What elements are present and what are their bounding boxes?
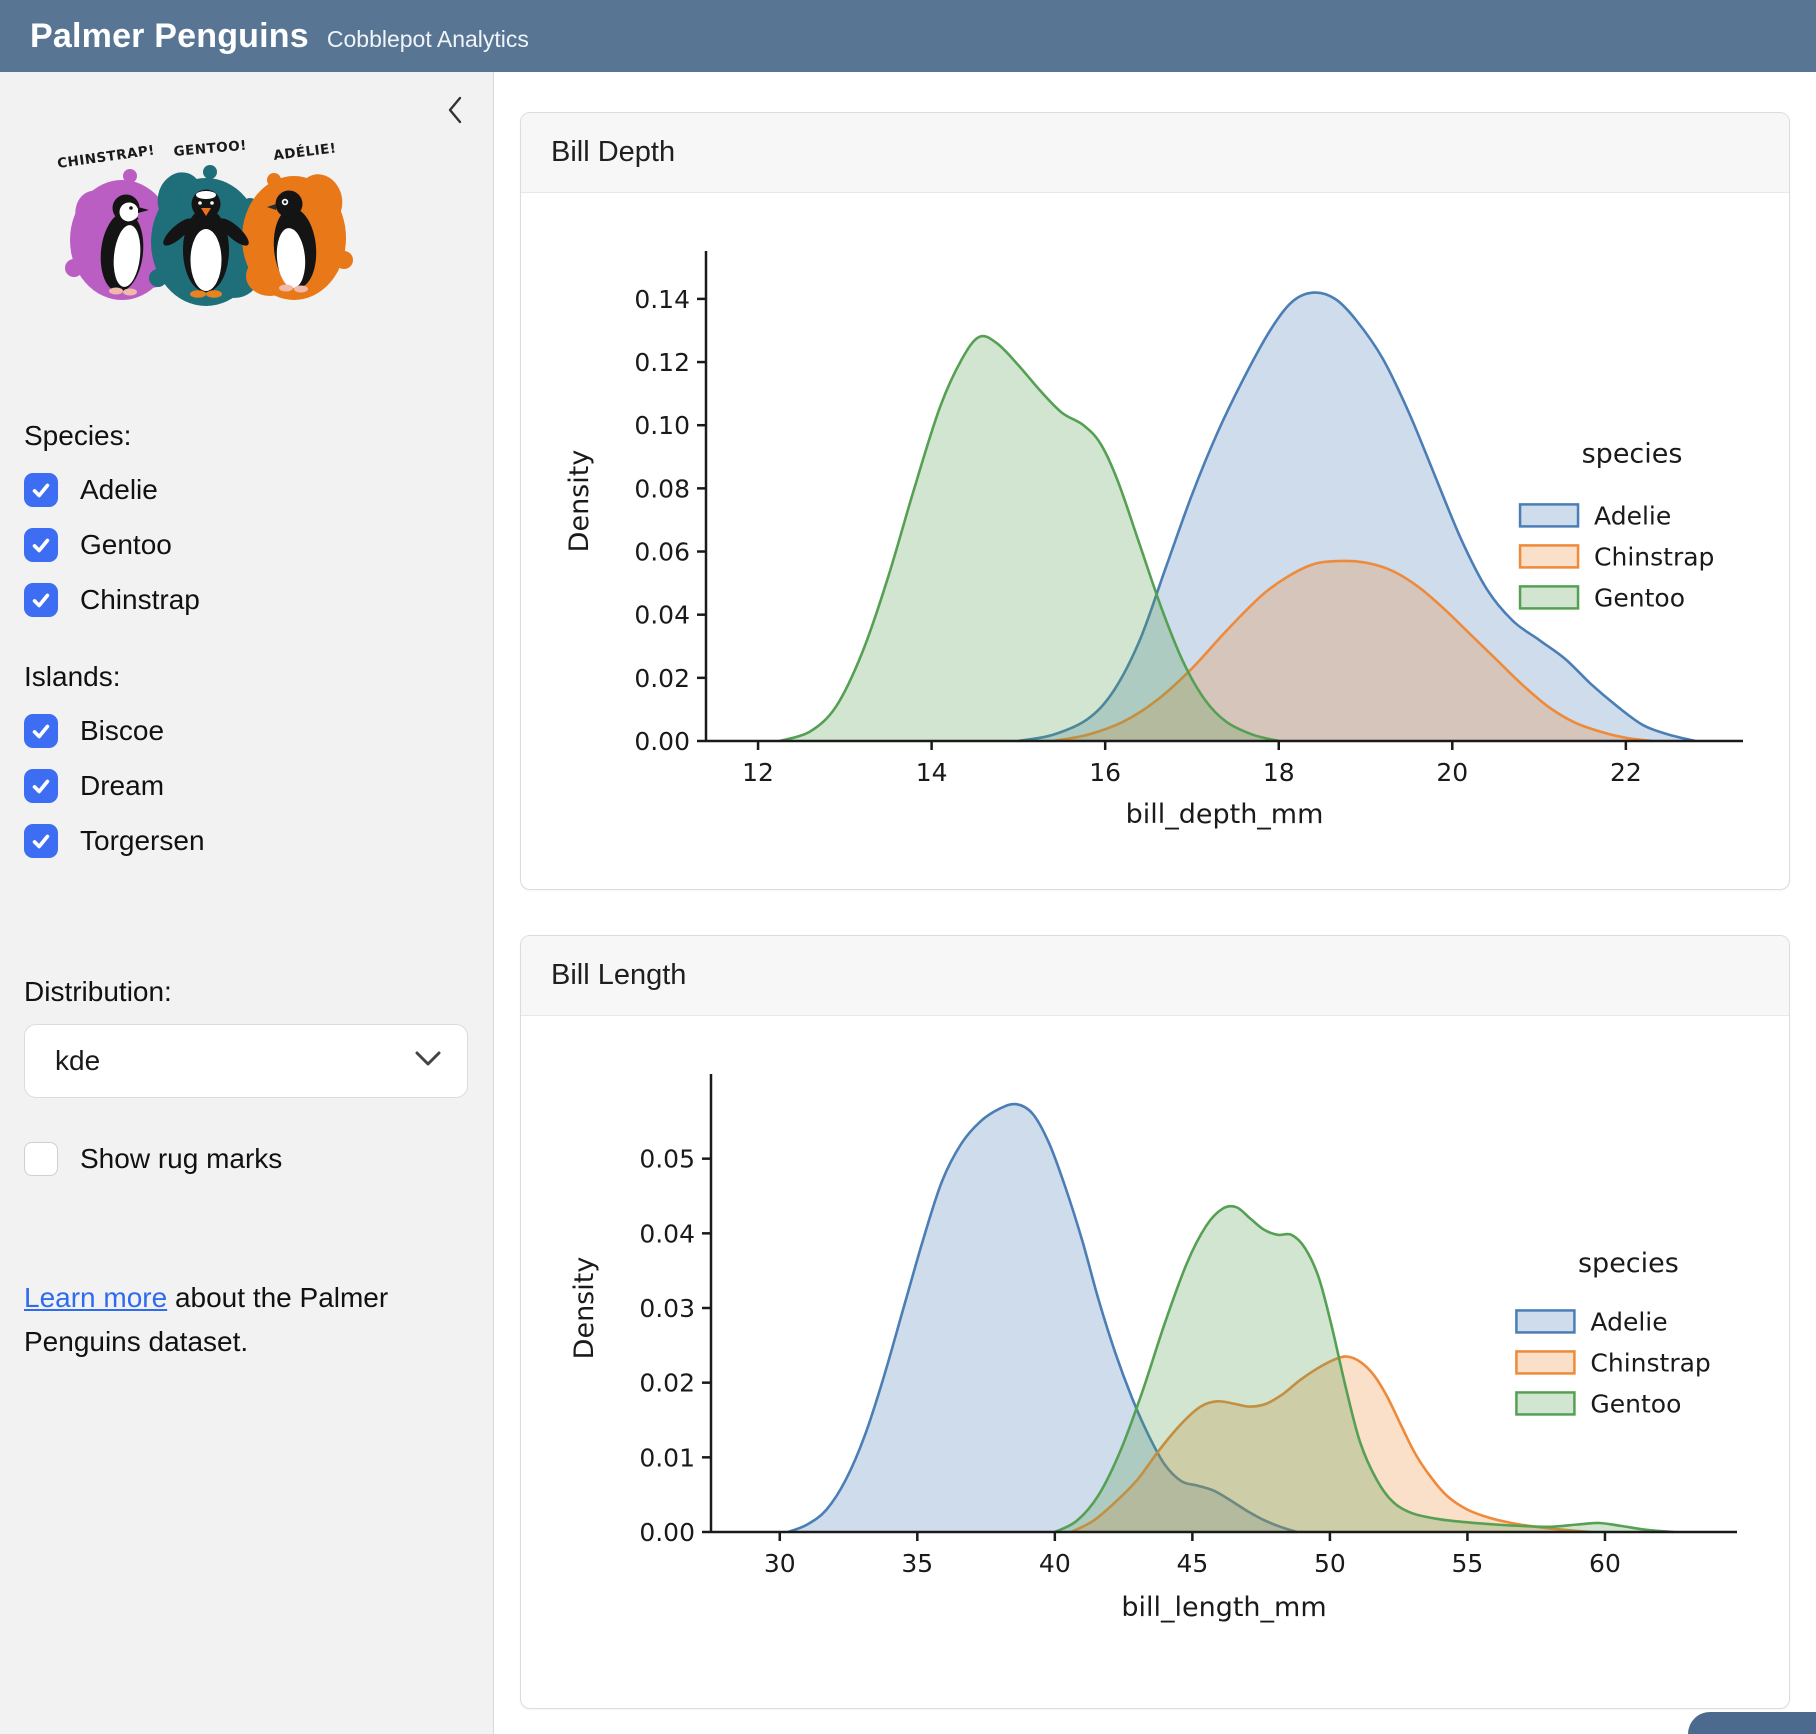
app-header: Palmer Penguins Cobblepot Analytics [0, 0, 1816, 72]
check-icon [30, 534, 52, 556]
checkbox-label-dream: Dream [80, 770, 165, 801]
svg-text:0.03: 0.03 [639, 1294, 695, 1323]
distribution-select-value: kde [55, 1045, 101, 1076]
checkbox-dream[interactable] [24, 769, 58, 803]
species-checkbox-row-adelie[interactable]: Adelie [24, 473, 469, 507]
svg-text:12: 12 [742, 758, 774, 787]
bill-depth-card-title: Bill Depth [551, 136, 676, 168]
learn-more-paragraph: Learn more about the Palmer Penguins dat… [24, 1276, 424, 1364]
svg-text:0.00: 0.00 [639, 1518, 695, 1547]
svg-text:species: species [1582, 439, 1683, 470]
svg-text:18: 18 [1263, 758, 1295, 787]
check-icon [30, 775, 52, 797]
artwork-label-adelie: ADÉLIE! [272, 139, 337, 164]
svg-text:50: 50 [1314, 1549, 1346, 1578]
check-icon [30, 720, 52, 742]
penguins-artwork: CHINSTRAP! GENTOO! ADÉLIE! [56, 138, 353, 306]
checkbox-gentoo[interactable] [24, 528, 58, 562]
svg-text:Adelie: Adelie [1590, 1307, 1667, 1336]
app-subtitle: Cobblepot Analytics [326, 25, 529, 52]
checkbox-adelie[interactable] [24, 473, 58, 507]
bill-depth-plot: 0.00 0.02 0.04 0.06 0.08 0.10 0.12 0.14 12 14 16 18… [521, 201, 1789, 861]
chevron-down-icon [415, 1051, 441, 1072]
svg-text:40: 40 [1039, 1549, 1071, 1578]
distribution-select[interactable]: kde [24, 1024, 468, 1098]
svg-text:Gentoo: Gentoo [1590, 1389, 1681, 1418]
species-group-label: Species: [24, 420, 132, 451]
svg-text:0.05: 0.05 [639, 1145, 695, 1174]
svg-text:Density: Density [569, 1257, 600, 1360]
check-icon [30, 589, 52, 611]
svg-text:species: species [1578, 1248, 1679, 1279]
check-icon [30, 830, 52, 852]
svg-text:0.04: 0.04 [634, 601, 690, 630]
svg-text:0.00: 0.00 [634, 727, 690, 756]
checkbox-label-biscoe: Biscoe [80, 715, 165, 746]
svg-text:55: 55 [1452, 1549, 1484, 1578]
main-content: Bill Depth 0.00 0.02 0.04 0.06 0.08 0.10 0.12 0… [494, 72, 1816, 1734]
svg-text:bill_depth_mm: bill_depth_mm [1126, 799, 1324, 830]
svg-text:bill_length_mm: bill_length_mm [1121, 1592, 1326, 1623]
svg-text:0.08: 0.08 [634, 474, 690, 503]
svg-text:0.12: 0.12 [634, 348, 690, 377]
learn-more-rest: about the Palmer Penguins dataset. [24, 1282, 389, 1357]
svg-text:0.02: 0.02 [639, 1369, 695, 1398]
checkbox-label-torgersen: Torgersen [80, 825, 205, 856]
svg-text:Chinstrap: Chinstrap [1590, 1348, 1710, 1377]
learn-more-link[interactable]: Learn more [24, 1282, 168, 1313]
sidebar-collapse-button[interactable] [443, 96, 467, 126]
artwork-label-gentoo: GENTOO! [173, 138, 248, 160]
chinstrap-penguin-illustration [100, 194, 149, 296]
chevron-left-icon [447, 96, 463, 127]
sidebar: CHINSTRAP! GENTOO! ADÉLIE! Species: Adel… [0, 72, 494, 1734]
bottom-right-corner-shape [1688, 1712, 1816, 1734]
svg-text:0.01: 0.01 [639, 1443, 695, 1472]
svg-text:Density: Density [564, 450, 595, 553]
svg-text:30: 30 [764, 1549, 796, 1578]
svg-text:0.02: 0.02 [634, 664, 690, 693]
island-checkbox-row-biscoe[interactable]: Biscoe [24, 714, 469, 748]
bill-depth-card-header: Bill Depth [521, 113, 1789, 193]
svg-text:22: 22 [1610, 758, 1642, 787]
species-checkbox-row-gentoo[interactable]: Gentoo [24, 528, 469, 562]
svg-text:0.14: 0.14 [634, 285, 690, 314]
svg-text:0.10: 0.10 [634, 411, 690, 440]
svg-text:0.06: 0.06 [634, 538, 690, 567]
bill-length-card-header: Bill Length [521, 936, 1789, 1016]
islands-group-label: Islands: [24, 661, 121, 692]
checkbox-label-chinstrap: Chinstrap [80, 584, 200, 615]
checkbox-label-show-rug-marks: Show rug marks [80, 1143, 283, 1174]
check-icon [30, 479, 52, 501]
bill-length-card: Bill Length 0.00 0.01 0.02 0.03 0.04 0.05 30 35… [520, 935, 1790, 1709]
svg-text:Chinstrap: Chinstrap [1594, 542, 1714, 571]
artwork-label-chinstrap: CHINSTRAP! [56, 142, 156, 172]
island-checkbox-row-torgersen[interactable]: Torgersen [24, 824, 469, 858]
svg-text:Adelie: Adelie [1594, 501, 1671, 530]
svg-text:45: 45 [1176, 1549, 1208, 1578]
svg-text:14: 14 [916, 758, 948, 787]
checkbox-chinstrap[interactable] [24, 583, 58, 617]
bill-length-card-title: Bill Length [551, 959, 687, 991]
distribution-label: Distribution: [24, 976, 172, 1007]
svg-text:0.04: 0.04 [639, 1219, 695, 1248]
bill-depth-card: Bill Depth 0.00 0.02 0.04 0.06 0.08 0.10 0.12 0… [520, 112, 1790, 890]
species-checkbox-row-chinstrap[interactable]: Chinstrap [24, 583, 469, 617]
island-checkbox-row-dream[interactable]: Dream [24, 769, 469, 803]
checkbox-label-gentoo: Gentoo [80, 529, 172, 560]
checkbox-torgersen[interactable] [24, 824, 58, 858]
checkbox-biscoe[interactable] [24, 714, 58, 748]
app-title: Palmer Penguins [30, 16, 309, 55]
checkbox-label-adelie: Adelie [80, 474, 158, 505]
bill-length-plot: 0.00 0.01 0.02 0.03 0.04 0.05 30 35 40 45 50 55 60 bi… [521, 1024, 1789, 1689]
svg-text:20: 20 [1436, 758, 1468, 787]
svg-text:Gentoo: Gentoo [1594, 583, 1685, 612]
adelie-penguin-illustration [267, 190, 317, 293]
svg-text:35: 35 [901, 1549, 933, 1578]
gentoo-penguin-illustration [163, 189, 249, 298]
rug-marks-row[interactable]: Show rug marks [24, 1142, 469, 1176]
svg-text:16: 16 [1089, 758, 1121, 787]
checkbox-show-rug-marks[interactable] [24, 1142, 58, 1176]
svg-text:60: 60 [1589, 1549, 1621, 1578]
